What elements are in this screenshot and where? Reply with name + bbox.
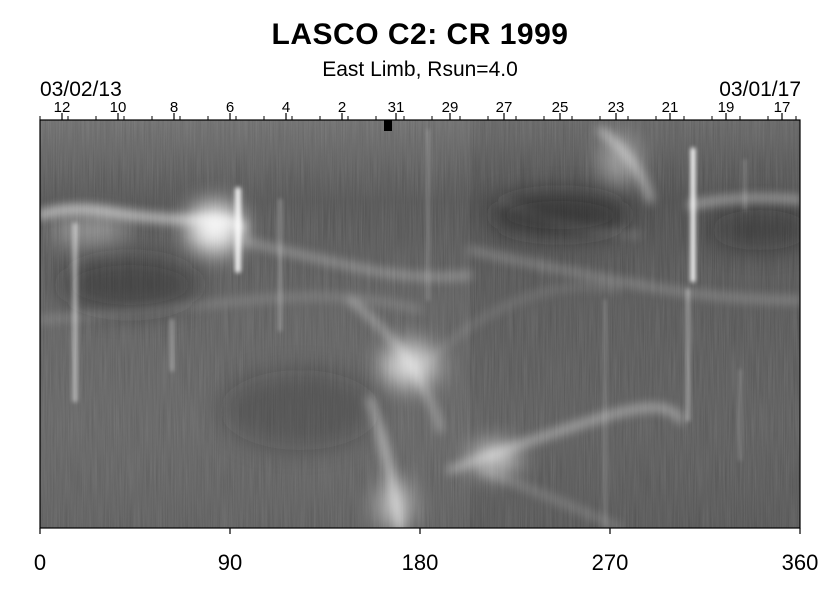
top-tick-label: 10 [110,99,127,116]
bottom-longitude-axis: 0 90 180 270 360 [34,528,818,575]
top-tick-label: 2 [338,99,346,116]
end-date-label: 03/01/17 [719,78,801,101]
top-tick-label: 19 [718,99,735,116]
coronagraph-image [40,120,800,528]
top-tick-label: 27 [496,99,513,116]
top-tick-label: 25 [552,99,569,116]
top-tick-label: 8 [170,99,178,116]
plot-subtitle: East Limb, Rsun=4.0 [322,58,518,81]
bottom-tick-label: 360 [782,550,819,575]
top-tick-label: 17 [774,99,791,116]
top-tick-label: 29 [442,99,459,116]
top-date-axis: 12 10 8 6 4 2 31 29 27 25 23 21 19 17 [39,99,797,120]
top-tick-label: 4 [282,99,290,116]
start-date-label: 03/02/13 [40,78,122,101]
top-tick-label: 12 [54,99,71,116]
bottom-tick-label: 270 [592,550,629,575]
bottom-tick-label: 180 [402,550,439,575]
top-tick-label: 6 [226,99,234,116]
top-tick-label: 23 [608,99,625,116]
plot-title: LASCO C2: CR 1999 [271,18,569,51]
top-tick-label: 21 [662,99,679,116]
bottom-tick-label: 0 [34,550,46,575]
bottom-tick-label: 90 [218,550,242,575]
top-tick-label: 31 [388,99,405,116]
